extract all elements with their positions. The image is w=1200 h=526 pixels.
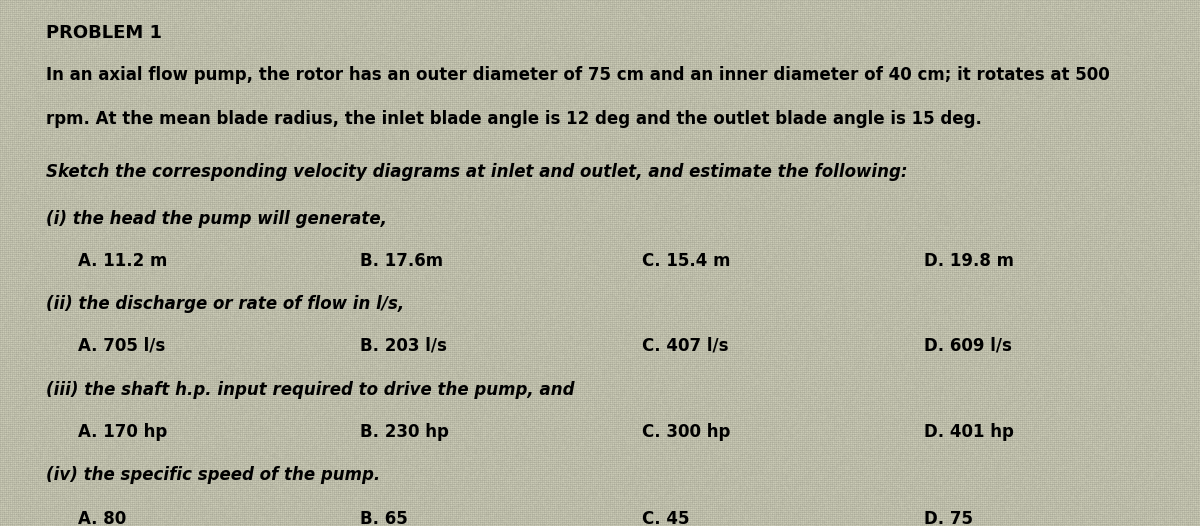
Text: Sketch the corresponding velocity diagrams at inlet and outlet, and estimate the: Sketch the corresponding velocity diagra… — [46, 163, 907, 181]
Text: D. 75: D. 75 — [924, 510, 973, 526]
Text: PROBLEM 1: PROBLEM 1 — [46, 24, 162, 42]
Text: B. 17.6m: B. 17.6m — [360, 252, 443, 270]
Text: D. 609 l/s: D. 609 l/s — [924, 337, 1012, 355]
Text: (ii) the discharge or rate of flow in l/s,: (ii) the discharge or rate of flow in l/… — [46, 295, 404, 312]
Text: C. 15.4 m: C. 15.4 m — [642, 252, 731, 270]
Text: C. 45: C. 45 — [642, 510, 690, 526]
Text: (iii) the shaft h.p. input required to drive the pump, and: (iii) the shaft h.p. input required to d… — [46, 381, 574, 399]
Text: D. 19.8 m: D. 19.8 m — [924, 252, 1014, 270]
Text: A. 11.2 m: A. 11.2 m — [78, 252, 167, 270]
Text: (i) the head the pump will generate,: (i) the head the pump will generate, — [46, 210, 386, 228]
Text: B. 65: B. 65 — [360, 510, 408, 526]
Text: (iv) the specific speed of the pump.: (iv) the specific speed of the pump. — [46, 466, 380, 483]
Text: A. 705 l/s: A. 705 l/s — [78, 337, 166, 355]
Text: A. 80: A. 80 — [78, 510, 126, 526]
Text: A. 170 hp: A. 170 hp — [78, 423, 167, 441]
Text: rpm. At the mean blade radius, the inlet blade angle is 12 deg and the outlet bl: rpm. At the mean blade radius, the inlet… — [46, 110, 982, 128]
Text: D. 401 hp: D. 401 hp — [924, 423, 1014, 441]
Text: C. 407 l/s: C. 407 l/s — [642, 337, 728, 355]
Text: B. 203 l/s: B. 203 l/s — [360, 337, 446, 355]
Text: B. 230 hp: B. 230 hp — [360, 423, 449, 441]
Text: In an axial flow pump, the rotor has an outer diameter of 75 cm and an inner dia: In an axial flow pump, the rotor has an … — [46, 66, 1109, 84]
Text: C. 300 hp: C. 300 hp — [642, 423, 731, 441]
